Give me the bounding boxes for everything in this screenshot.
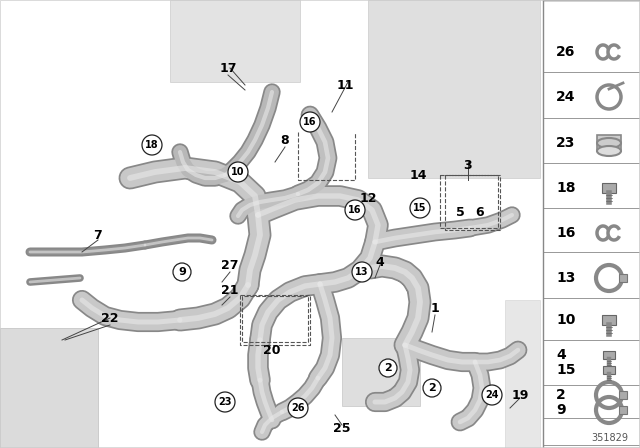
- Text: 25: 25: [333, 422, 351, 435]
- Text: 24: 24: [556, 90, 575, 104]
- Circle shape: [352, 262, 372, 282]
- Text: 351829: 351829: [591, 433, 628, 443]
- Text: 7: 7: [93, 228, 102, 241]
- Circle shape: [379, 359, 397, 377]
- Text: 20: 20: [263, 344, 281, 357]
- Text: 10: 10: [231, 167, 244, 177]
- Ellipse shape: [597, 138, 621, 148]
- Bar: [170, 0, 300, 82]
- Bar: [604, 366, 614, 374]
- Text: 17: 17: [220, 61, 237, 74]
- Bar: [0, 0, 540, 448]
- Circle shape: [345, 200, 365, 220]
- Text: 14: 14: [409, 168, 427, 181]
- Text: 3: 3: [464, 159, 472, 172]
- Text: 9: 9: [556, 403, 566, 417]
- Text: 26: 26: [556, 45, 575, 59]
- Text: 4: 4: [376, 255, 385, 268]
- Circle shape: [288, 398, 308, 418]
- Text: 15: 15: [556, 363, 575, 377]
- Text: 18: 18: [556, 181, 575, 195]
- Bar: [597, 135, 621, 151]
- Text: 16: 16: [556, 226, 575, 240]
- Circle shape: [142, 135, 162, 155]
- Text: 23: 23: [218, 397, 232, 407]
- Text: 18: 18: [145, 140, 159, 150]
- Text: 12: 12: [359, 191, 377, 204]
- Text: 21: 21: [221, 284, 239, 297]
- Text: 2: 2: [428, 383, 436, 393]
- Bar: [619, 391, 627, 399]
- Bar: [543, 0, 640, 448]
- Text: 11: 11: [336, 78, 354, 91]
- Circle shape: [300, 112, 320, 132]
- Text: 1: 1: [431, 302, 440, 314]
- Text: 16: 16: [348, 205, 362, 215]
- Bar: [0, 328, 98, 448]
- Text: 4: 4: [556, 348, 566, 362]
- Text: 22: 22: [101, 311, 119, 324]
- Bar: [619, 274, 627, 282]
- Bar: [342, 338, 420, 406]
- Text: 8: 8: [281, 134, 289, 146]
- Text: 26: 26: [291, 403, 305, 413]
- Ellipse shape: [597, 146, 621, 156]
- Text: 2: 2: [384, 363, 392, 373]
- Text: 13: 13: [355, 267, 369, 277]
- Circle shape: [482, 385, 502, 405]
- Bar: [602, 183, 616, 193]
- Text: 23: 23: [556, 136, 575, 150]
- Bar: [368, 0, 540, 178]
- Circle shape: [215, 392, 235, 412]
- Text: 10: 10: [556, 313, 575, 327]
- Text: 19: 19: [511, 388, 529, 401]
- Text: 9: 9: [178, 267, 186, 277]
- Text: 24: 24: [485, 390, 499, 400]
- Bar: [602, 315, 616, 325]
- Bar: [505, 300, 540, 448]
- Circle shape: [173, 263, 191, 281]
- Circle shape: [410, 198, 430, 218]
- Text: 5: 5: [456, 206, 465, 219]
- Circle shape: [228, 162, 248, 182]
- Text: 13: 13: [556, 271, 575, 285]
- Text: 2: 2: [556, 388, 566, 402]
- Text: 6: 6: [476, 206, 484, 219]
- Text: 15: 15: [413, 203, 427, 213]
- Text: 27: 27: [221, 258, 239, 271]
- Bar: [619, 406, 627, 414]
- Circle shape: [423, 379, 441, 397]
- Text: 16: 16: [303, 117, 317, 127]
- Bar: [604, 351, 614, 359]
